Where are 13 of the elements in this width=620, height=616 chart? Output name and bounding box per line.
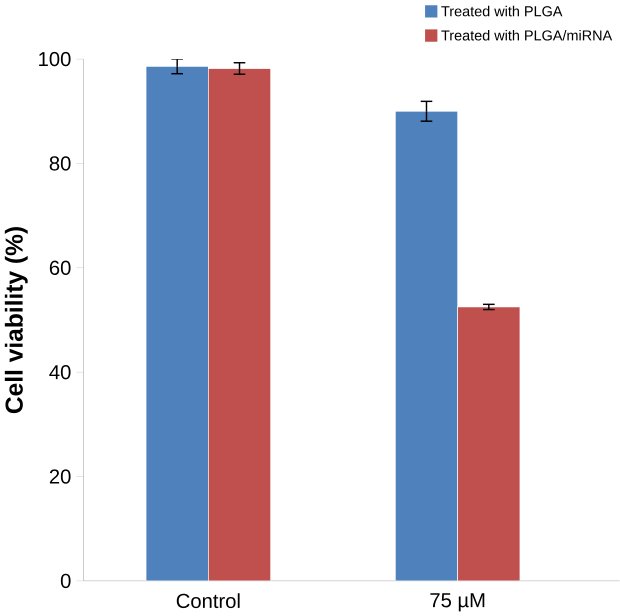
legend-label: Treated with PLGA/miRNA <box>441 30 612 40</box>
y-tick-label: 60 <box>50 260 71 275</box>
legend-label: Treated with PLGA <box>441 6 562 16</box>
y-tick-label: 80 <box>50 156 71 171</box>
bar <box>208 68 272 581</box>
y-axis-title: Cell viability (%) <box>4 227 28 414</box>
y-tick-label: 0 <box>60 574 71 588</box>
x-tick-label: Control <box>176 593 240 608</box>
bar <box>457 306 520 581</box>
y-tick-label: 20 <box>50 469 71 484</box>
x-tick-label: 75 µM <box>430 593 484 612</box>
y-tick-label: 100 <box>39 52 71 66</box>
y-tick-label: 40 <box>49 364 71 380</box>
